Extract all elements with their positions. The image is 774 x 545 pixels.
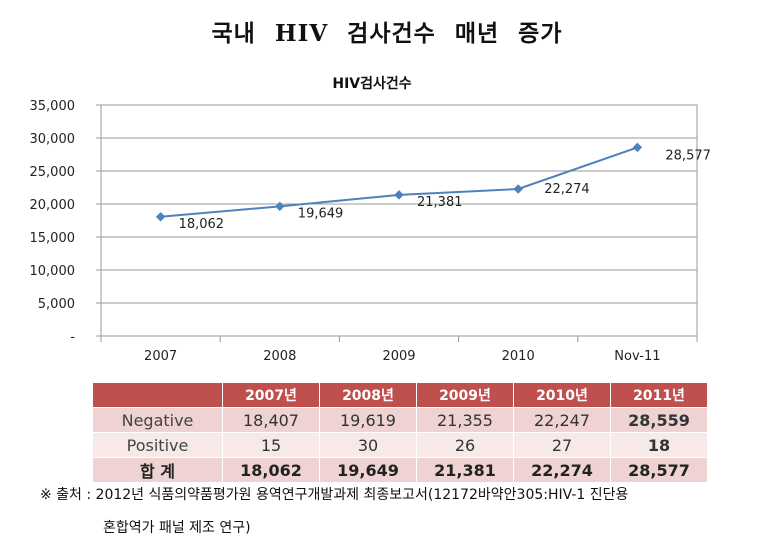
y-tick-label: 30,000 xyxy=(30,132,76,147)
table-cell: 21,355 xyxy=(417,407,514,432)
table-header-corner xyxy=(93,383,223,407)
table-cell: 18,062 xyxy=(223,457,320,482)
plot-frame xyxy=(100,104,698,337)
source-line-2: 혼합역가 패널 제조 연구) xyxy=(103,520,251,536)
table-cell: 19,619 xyxy=(320,407,417,432)
line-chart: HIV검사건수 - 5,000 10,000 15,000 20,000 25,000 30… xyxy=(30,75,711,364)
table-row-total: 합 계 18,062 19,649 21,381 22,274 28,577 xyxy=(93,457,708,482)
row-label: Positive xyxy=(93,432,223,457)
y-tick-label: - xyxy=(70,330,75,345)
table-cell: 18,407 xyxy=(223,407,320,432)
table-cell: 26 xyxy=(417,432,514,457)
table-header-2009: 2009년 xyxy=(417,383,514,407)
table-cell: 19,649 xyxy=(320,457,417,482)
x-tick-label: 2009 xyxy=(382,349,415,364)
data-point xyxy=(275,201,285,212)
data-point xyxy=(632,142,643,153)
x-tick-label: 2008 xyxy=(263,349,296,364)
table-header-2008: 2008년 xyxy=(320,383,417,407)
source-note: ※ 출처 : 2012년 식품의약품평가원 용역연구개발과제 최종보고서(121… xyxy=(40,485,629,536)
y-tick-label: 10,000 xyxy=(30,264,76,279)
table-cell: 15 xyxy=(223,432,320,457)
row-label: 합 계 xyxy=(93,457,223,482)
table-cell: 18 xyxy=(611,432,708,457)
table-header-2011: 2011년 xyxy=(611,383,708,407)
data-label: 22,274 xyxy=(544,182,590,197)
source-line-1: ※ 출처 : 2012년 식품의약품평가원 용역연구개발과제 최종보고서(121… xyxy=(40,487,629,503)
data-point xyxy=(513,184,523,194)
table-header-2007: 2007년 xyxy=(223,383,320,407)
data-table: 2007년 2008년 2009년 2010년 2011년 Negative 1… xyxy=(93,383,708,482)
table-cell: 30 xyxy=(320,432,417,457)
y-tick-label: 20,000 xyxy=(30,198,76,213)
table-cell: 22,247 xyxy=(514,407,611,432)
table-header-2010: 2010년 xyxy=(514,383,611,407)
table-cell: 27 xyxy=(514,432,611,457)
table-row-positive: Positive 15 30 26 27 18 xyxy=(93,432,708,457)
page-title: 국내 HIV 검사건수 매년 증가 xyxy=(211,20,563,47)
y-tick-label: 25,000 xyxy=(30,165,76,180)
y-tick-label: 5,000 xyxy=(38,297,75,312)
x-tick-label: Nov-11 xyxy=(614,349,660,364)
table-cell: 28,559 xyxy=(611,407,708,432)
data-label: 19,649 xyxy=(298,206,344,221)
x-tick-label: 2007 xyxy=(144,349,177,364)
data-label: 28,577 xyxy=(665,148,711,163)
data-point xyxy=(155,212,166,222)
x-tick-label: 2010 xyxy=(502,349,535,364)
data-label: 21,381 xyxy=(417,195,463,210)
table-cell: 22,274 xyxy=(514,457,611,482)
table-header-row: 2007년 2008년 2009년 2010년 2011년 xyxy=(93,383,708,407)
chart-title: HIV검사건수 xyxy=(332,75,411,92)
y-tick-label: 15,000 xyxy=(30,231,76,246)
table-cell: 21,381 xyxy=(417,457,514,482)
row-label: Negative xyxy=(93,407,223,432)
table-cell: 28,577 xyxy=(611,457,708,482)
data-point xyxy=(394,190,404,200)
table-row-negative: Negative 18,407 19,619 21,355 22,247 28,… xyxy=(93,407,708,432)
y-tick-label: 35,000 xyxy=(30,99,76,114)
data-label: 18,062 xyxy=(179,217,225,232)
